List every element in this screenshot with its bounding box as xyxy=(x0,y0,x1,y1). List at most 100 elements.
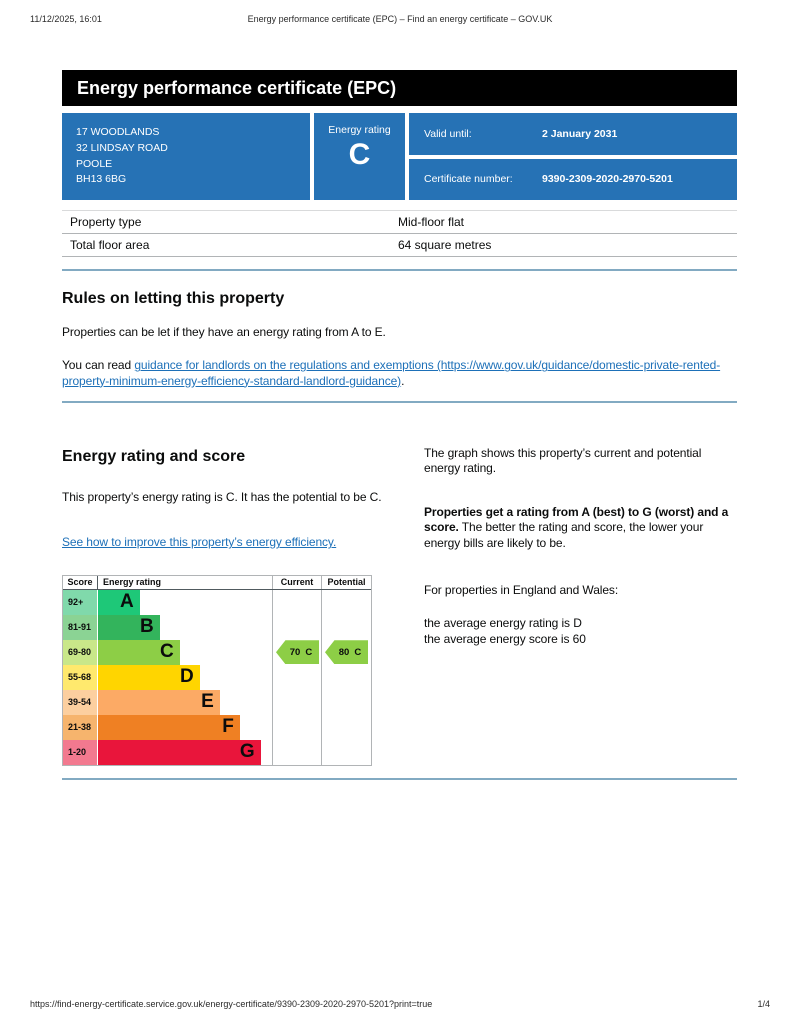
band-score-range: 21-38 xyxy=(63,714,98,740)
summary-info-column: Valid until: 2 January 2031 Certificate … xyxy=(409,113,737,200)
section-divider xyxy=(62,269,737,271)
print-header: 11/12/2025, 16:01 Energy performance cer… xyxy=(30,14,770,24)
property-detail-value: Mid-floor flat xyxy=(398,215,465,229)
guidance-suffix-text: . xyxy=(401,373,405,388)
valid-until-box: Valid until: 2 January 2031 xyxy=(409,113,737,155)
chart-band-row-b: 81-91 B xyxy=(63,614,272,640)
print-datetime: 11/12/2025, 16:01 xyxy=(30,14,102,24)
potential-rating-arrow-score: 80 xyxy=(338,646,350,658)
band-bar-area: F xyxy=(98,714,272,740)
rules-heading: Rules on letting this property xyxy=(62,290,285,307)
band-bar-f: F xyxy=(98,714,240,740)
valid-until-label: Valid until: xyxy=(424,127,472,140)
chart-band-row-d: 55-68 D xyxy=(63,664,272,690)
footer-url: https://find-energy-certificate.service.… xyxy=(30,999,433,1009)
property-details-table: Property type Mid-floor flat Total floor a… xyxy=(62,210,737,257)
rating-explainer-text: Properties get a rating from A (best) to… xyxy=(424,505,737,551)
band-bar-area: A xyxy=(98,589,272,615)
landlord-guidance-link[interactable]: guidance for landlords on the regulation… xyxy=(62,358,721,388)
property-detail-label: Property type xyxy=(70,215,142,229)
valid-until-value: 2 January 2031 xyxy=(542,127,618,140)
chart-band-row-e: 39-54 E xyxy=(63,689,272,715)
epc-document: Energy performance certificate (EPC) 17 … xyxy=(62,70,737,780)
current-rating-arrow-score: 70 xyxy=(289,646,301,658)
current-rating-arrow-band: C xyxy=(305,646,313,658)
print-footer: https://find-energy-certificate.service.… xyxy=(30,999,770,1009)
rules-section: Rules on letting this property Propertie… xyxy=(62,290,737,389)
property-detail-label: Total floor area xyxy=(70,238,150,252)
print-doc-title: Energy performance certificate (EPC) – F… xyxy=(247,14,553,24)
rating-explainer-rest: The better the rating and score, the low… xyxy=(424,520,704,550)
epc-banner: Energy performance certificate (EPC) xyxy=(62,70,737,106)
band-score-range: 69-80 xyxy=(63,639,98,665)
improve-efficiency-link[interactable]: See how to improve this property’s energ… xyxy=(62,535,337,550)
property-detail-row: Property type Mid-floor flat xyxy=(62,211,737,234)
summary-panel: 17 WOODLANDS 32 LINDSAY ROAD POOLE BH13 6BG… xyxy=(62,113,737,200)
chart-current-column: 70 C xyxy=(272,589,321,765)
band-bar-b: B xyxy=(98,614,160,640)
graph-description-text: The graph shows this property’s current … xyxy=(424,446,702,476)
band-bar-c: C xyxy=(98,639,180,665)
potential-rating-arrow-band: C xyxy=(354,646,362,658)
rating-left-column: Energy rating and score This property’s … xyxy=(62,429,392,766)
address-line: POOLE xyxy=(76,157,113,170)
page-title: Energy performance certificate (EPC) xyxy=(77,77,397,98)
rating-right-column: The graph shows this property’s current … xyxy=(424,429,737,766)
epc-rating-chart: Score Energy rating Current Potential 92… xyxy=(62,574,372,766)
band-bar-a: A xyxy=(98,589,140,615)
band-bar-e: E xyxy=(98,689,220,715)
property-detail-row: Total floor area 64 square metres xyxy=(62,234,737,257)
chart-body: 92+ A 81-91 B 69-80 C 55-68 D 39-54 E 21-38 F 1-20 G … xyxy=(63,589,371,765)
chart-bands: 92+ A 81-91 B 69-80 C 55-68 D 39-54 E 21-38 F 1-20 G xyxy=(63,589,272,765)
section-divider xyxy=(62,401,737,404)
band-score-range: 92+ xyxy=(63,589,98,615)
average-line: the average energy rating is D xyxy=(424,616,582,631)
band-score-range: 55-68 xyxy=(63,664,98,690)
band-bar-area: B xyxy=(98,614,272,640)
footer-page-number: 1/4 xyxy=(757,999,770,1009)
section-divider xyxy=(62,777,737,780)
band-score-range: 81-91 xyxy=(63,614,98,640)
band-bar-area: E xyxy=(98,689,272,715)
chart-potential-column: 80 C xyxy=(321,589,371,765)
band-score-range: 1-20 xyxy=(63,739,98,765)
address-line: 17 WOODLANDS xyxy=(76,126,160,138)
certificate-number-label: Certificate number: xyxy=(424,173,513,186)
rules-guidance-paragraph: You can read guidance for landlords on t… xyxy=(62,358,737,389)
energy-rating-section: Energy rating and score This property’s … xyxy=(62,429,737,766)
certificate-number-box: Certificate number: 9390-2309-2020-2970-… xyxy=(409,158,737,200)
certificate-number-value: 9390-2309-2020-2970-5201 xyxy=(542,173,673,186)
current-rating-arrow: 70 C xyxy=(276,640,319,665)
chart-band-row-g: 1-20 G xyxy=(63,739,272,765)
band-bar-g: G xyxy=(98,739,261,765)
energy-rating-box: Energy rating C xyxy=(314,113,405,200)
address-line: BH13 6BG xyxy=(76,173,127,186)
energy-rating-label: Energy rating xyxy=(328,124,391,136)
band-score-range: 39-54 xyxy=(63,689,98,715)
chart-band-row-a: 92+ A xyxy=(63,589,272,615)
energy-rating-heading: Energy rating and score xyxy=(62,448,246,466)
band-bar-area: D xyxy=(98,664,272,690)
chart-header-current: Current xyxy=(272,575,321,589)
band-bar-d: D xyxy=(98,664,200,690)
property-detail-value: 64 square metres xyxy=(398,238,492,252)
guidance-prefix-text: You can read xyxy=(62,358,135,373)
potential-rating-arrow: 80 C xyxy=(325,640,368,665)
chart-band-row-c: 69-80 C xyxy=(63,639,272,665)
property-address: 17 WOODLANDS 32 LINDSAY ROAD POOLE BH13 6BG xyxy=(62,113,310,200)
improve-link-paragraph: See how to improve this property’s energ… xyxy=(62,535,392,550)
rules-paragraph: Properties can be let if they have an en… xyxy=(62,325,386,339)
chart-header-energy-rating: Energy rating xyxy=(103,576,162,587)
rating-summary-text: This property’s energy rating is C. It h… xyxy=(62,490,382,505)
address-line: 32 LINDSAY ROAD xyxy=(76,141,168,154)
energy-rating-value: C xyxy=(348,138,371,171)
average-line: the average energy score is 60 xyxy=(424,631,586,646)
chart-header-row: Score Energy rating Current Potential xyxy=(63,575,371,590)
chart-header-score: Score xyxy=(63,575,98,589)
chart-header-potential: Potential xyxy=(321,575,371,589)
chart-band-row-f: 21-38 F xyxy=(63,714,272,740)
england-wales-text: For properties in England and Wales: xyxy=(424,582,619,597)
rating-explainer-bold: Properties get a rating from A (best) to… xyxy=(424,504,729,535)
band-bar-area: G xyxy=(98,739,272,765)
